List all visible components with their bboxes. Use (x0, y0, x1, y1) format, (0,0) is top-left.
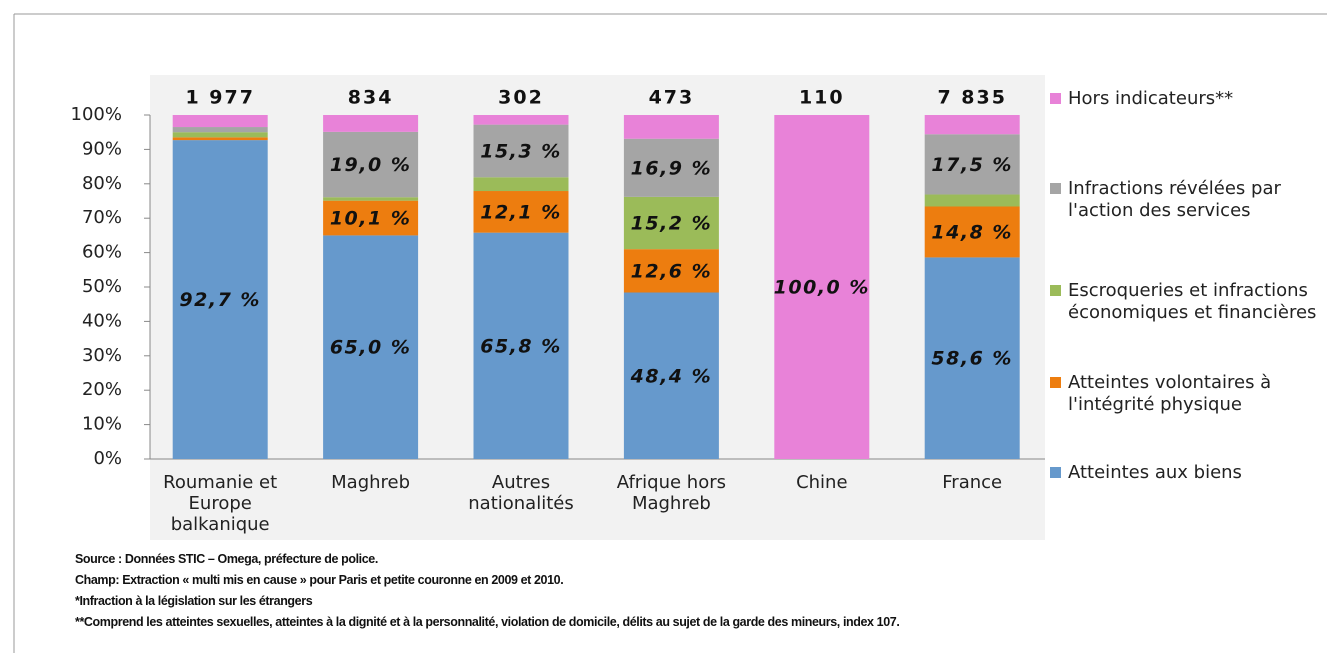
data-label: 65,8 % (480, 335, 562, 357)
total-label: 1 977 (185, 87, 255, 109)
data-label: 65,0 % (330, 337, 412, 359)
x-tick-label: France (942, 472, 1003, 493)
bar-segment (623, 138, 719, 197)
total-label: 7 835 (937, 87, 1007, 109)
bar-segment (473, 191, 569, 233)
y-tick-label: 10% (82, 414, 122, 435)
bar-segment (323, 197, 419, 201)
total-label: 473 (649, 87, 695, 109)
data-label: 16,9 % (631, 157, 713, 179)
legend-label: Atteintes volontaires à l'intégrité phys… (1068, 372, 1272, 415)
legend-label: Hors indicateurs** (1068, 88, 1234, 109)
legend-label: Atteintes aux biens (1068, 462, 1242, 483)
y-tick-label: 20% (82, 379, 122, 400)
y-tick-label: 70% (82, 207, 122, 228)
y-tick-label: 80% (82, 173, 122, 194)
legend-item: Infractions révélées par l'action des se… (1050, 178, 1327, 222)
y-tick-label: 90% (82, 138, 122, 159)
data-label: 19,0 % (330, 154, 412, 176)
bar-segment (924, 257, 1020, 459)
x-tick-label: Roumanie et Europe balkanique (163, 472, 278, 535)
bar-segment (473, 115, 569, 125)
bar-segment (623, 196, 719, 250)
y-tick-label: 50% (82, 276, 122, 297)
y-tick-label: 0% (93, 448, 122, 469)
bar-segment (623, 249, 719, 293)
data-label: 58,6 % (931, 348, 1013, 370)
bar-segment (172, 140, 268, 459)
data-label: 100,0 % (774, 277, 870, 299)
data-label: 12,1 % (480, 201, 562, 223)
bar-segment (924, 115, 1020, 135)
legend-label: Escroqueries et infractions économiques … (1068, 280, 1317, 323)
x-tick-label: Afrique hors Maghreb (616, 472, 727, 514)
bar-segment (172, 137, 268, 141)
bar-segment (323, 235, 419, 459)
bar-segment (172, 132, 268, 138)
data-label: 48,4 % (630, 365, 713, 387)
data-label: 17,5 % (931, 154, 1013, 176)
legend-swatch (1050, 93, 1061, 104)
y-tick-label: 30% (82, 345, 122, 366)
bar-segment (172, 115, 268, 128)
bar-segment (323, 115, 419, 132)
bar-segment (924, 134, 1020, 195)
bar-segment (172, 127, 268, 133)
footnote: Champ: Extraction « multi mis en cause »… (75, 573, 564, 587)
legend-swatch (1050, 183, 1061, 194)
bar-segment (323, 200, 419, 236)
plot-area (150, 75, 1045, 540)
bar-segment (473, 177, 569, 192)
legend-item: Atteintes volontaires à l'intégrité phys… (1050, 372, 1327, 416)
data-label: 10,1 % (330, 208, 412, 230)
bar-segment (323, 131, 419, 198)
data-label: 14,8 % (931, 221, 1013, 243)
legend-item: Escroqueries et infractions économiques … (1050, 280, 1327, 324)
x-tick-label: Chine (796, 472, 848, 493)
bar-segment (623, 292, 719, 459)
legend-swatch (1050, 467, 1061, 478)
bar-segment (623, 115, 719, 139)
bar-segment (473, 232, 569, 459)
x-tick-label: Autres nationalités (468, 472, 574, 514)
total-label: 834 (348, 87, 394, 109)
y-tick-label: 60% (82, 242, 122, 263)
legend-swatch (1050, 377, 1061, 388)
total-label: 110 (799, 87, 845, 109)
footnote: *Infraction à la législation sur les étr… (75, 594, 313, 608)
legend-item: Atteintes aux biens (1050, 462, 1327, 484)
footnote: **Comprend les atteintes sexuelles, atte… (75, 615, 900, 629)
bar-segment (924, 194, 1020, 207)
legend-item: Hors indicateurs** (1050, 88, 1327, 110)
data-label: 15,2 % (631, 213, 713, 235)
legend-swatch (1050, 285, 1061, 296)
data-label: 15,3 % (480, 140, 562, 162)
total-label: 302 (498, 87, 544, 109)
bar-segment (774, 115, 870, 459)
y-tick-label: 100% (71, 104, 122, 125)
x-tick-label: Maghreb (331, 472, 411, 493)
footnote: Source : Données STIC – Omega, préfectur… (75, 552, 378, 566)
legend-label: Infractions révélées par l'action des se… (1068, 178, 1281, 221)
data-label: 92,7 % (179, 289, 261, 311)
bar-segment (473, 124, 569, 178)
y-tick-label: 40% (82, 310, 122, 331)
data-label: 12,6 % (631, 260, 713, 282)
bar-segment (924, 206, 1020, 258)
